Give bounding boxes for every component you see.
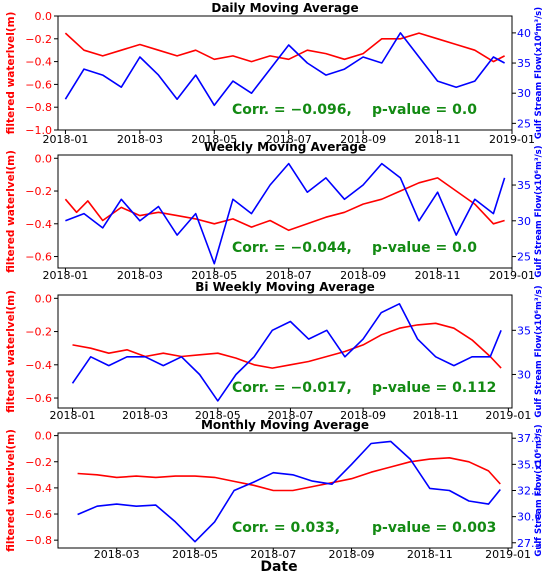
left-tick-label: 0.0: [35, 10, 53, 23]
left-tick-label: −0.8: [25, 534, 52, 547]
left-tick-label: −0.2: [25, 33, 52, 46]
x-tick-label: 2018-11: [413, 409, 459, 422]
p-value-annotation: p-value = 0.003: [372, 520, 496, 536]
left-tick-label: −0.8: [25, 101, 52, 114]
x-tick-label: 2018-07: [266, 133, 312, 146]
p-value-annotation: p-value = 0.0: [372, 240, 477, 256]
x-tick-label: 2019-01: [489, 269, 535, 282]
chart-title: Weekly Moving Average: [204, 140, 366, 154]
x-tick-label: 2018-05: [191, 133, 237, 146]
water-level-line: [72, 322, 502, 369]
right-axis-label: Gulf Stream Flow(x10⁶m³/s): [534, 424, 544, 556]
left-tick-label: −0.4: [25, 56, 52, 69]
left-tick-label: 0.0: [35, 152, 53, 165]
left-axis-label: filtered waterlvel(m): [5, 429, 17, 552]
x-tick-label: 2019-01: [489, 133, 535, 146]
right-tick-label: 27.5: [517, 537, 542, 550]
chart-title: Bi Weekly Moving Average: [195, 280, 375, 294]
left-tick-label: −0.6: [25, 251, 52, 264]
x-tick-label: 2018-01: [50, 409, 96, 422]
x-tick-label: 2018-09: [329, 548, 375, 561]
left-axis-label: filtered waterlvel(m): [5, 12, 17, 135]
right-tick-label: 35.0: [517, 458, 542, 471]
right-axis-label: Gulf Stream Flow(x10⁶m³/s): [534, 145, 544, 277]
right-tick-label: 37.5: [517, 432, 542, 445]
left-axis-label: filtered waterlvel(m): [5, 290, 17, 413]
chart-panel-2: Weekly Moving Average 0.0 −0.2 −0.4 −0.6 35 30…: [5, 140, 544, 282]
left-tick-label: 0.0: [35, 430, 53, 443]
chart-panel-3: Bi Weekly Moving Average 0.0 −0.2 −0.4 −0.6 3…: [5, 280, 544, 422]
gulf-stream-flow-line: [77, 440, 501, 543]
x-tick-label: 2018-03: [122, 409, 168, 422]
right-tick-label: 30: [517, 87, 531, 100]
left-tick-label: −0.4: [25, 482, 52, 495]
right-axis-label: Gulf Stream Flow(x10⁶m³/s): [534, 7, 544, 139]
x-tick-label: 2018-01: [42, 133, 88, 146]
right-tick-label: 35: [517, 324, 531, 337]
plot-frame: [57, 15, 513, 131]
correlation-annotation: Corr. = −0.044,: [232, 240, 352, 256]
right-tick-label: 25: [517, 117, 531, 130]
left-tick-label: −0.4: [25, 359, 52, 372]
gulf-stream-flow-line: [71, 302, 502, 402]
left-tick-label: −1.0: [25, 124, 52, 137]
correlation-annotation: Corr. = −0.096,: [232, 102, 352, 118]
gulf-stream-flow-line: [64, 32, 505, 107]
plot-frame: [57, 294, 513, 409]
x-tick-label: 2018-09: [340, 409, 386, 422]
left-tick-label: −0.6: [25, 508, 52, 521]
water-level-line: [77, 456, 501, 492]
x-tick-label: 2018-05: [172, 548, 218, 561]
x-tick-label: 2019-01: [485, 409, 531, 422]
p-value-annotation: p-value = 0.112: [372, 380, 496, 396]
left-tick-label: 0.0: [35, 292, 53, 305]
x-tick-label: 2018-01: [42, 269, 88, 282]
x-tick-label: 2018-05: [191, 269, 237, 282]
chart-panel-1: Daily Moving Average 0.0 −0.2 −0.4 −0.6 −0.8 −…: [5, 1, 544, 146]
x-tick-label: 2018-07: [266, 269, 312, 282]
water-level-line: [64, 32, 505, 63]
chart-title: Daily Moving Average: [211, 1, 358, 15]
right-axis-label: Gulf Stream Flow(x10⁶m³/s): [534, 285, 544, 417]
x-tick-label: 2018-05: [195, 409, 241, 422]
left-tick-label: −0.6: [25, 392, 52, 405]
x-tick-label: 2018-07: [267, 409, 313, 422]
x-tick-label: 2018-03: [117, 133, 163, 146]
x-tick-label: 2018-11: [407, 548, 453, 561]
x-tick-label: 2018-11: [415, 133, 461, 146]
x-tick-label: 2018-07: [250, 548, 296, 561]
chart-panel-4: Monthly Moving Average 0.0 −0.2 −0.4 −0.6 −0.…: [5, 418, 544, 561]
right-tick-label: 32.5: [517, 485, 542, 498]
right-tick-label: 35: [517, 57, 531, 70]
right-tick-label: 25: [517, 251, 531, 264]
x-tick-label: 2018-11: [415, 269, 461, 282]
left-tick-label: −0.6: [25, 78, 52, 91]
x-tick-label: 2018-09: [340, 133, 386, 146]
left-tick-label: −0.4: [25, 218, 52, 231]
right-tick-label: 40: [517, 27, 531, 40]
right-tick-label: 30: [517, 215, 531, 228]
plot-frame: [57, 154, 513, 269]
chart-title: Monthly Moving Average: [201, 418, 369, 432]
left-tick-label: −0.2: [25, 456, 52, 469]
gulf-stream-flow-line: [65, 162, 506, 265]
water-level-line: [64, 177, 505, 232]
right-tick-label: 30: [517, 368, 531, 381]
p-value-annotation: p-value = 0.0: [372, 102, 477, 118]
correlation-annotation: Corr. = −0.017,: [232, 380, 352, 396]
left-tick-label: −0.2: [25, 185, 52, 198]
correlation-annotation: Corr. = 0.033,: [232, 520, 340, 536]
right-tick-label: 35: [517, 179, 531, 192]
x-tick-label: 2018-03: [94, 548, 140, 561]
left-tick-label: −0.2: [25, 326, 52, 339]
x-tick-label: 2018-03: [117, 269, 163, 282]
x-axis-label: Date: [260, 559, 297, 575]
right-tick-label: 30.0: [517, 511, 542, 524]
x-tick-label: 2019-01: [485, 548, 531, 561]
x-tick-label: 2018-09: [340, 269, 386, 282]
left-axis-label: filtered waterlvel(m): [5, 150, 17, 273]
